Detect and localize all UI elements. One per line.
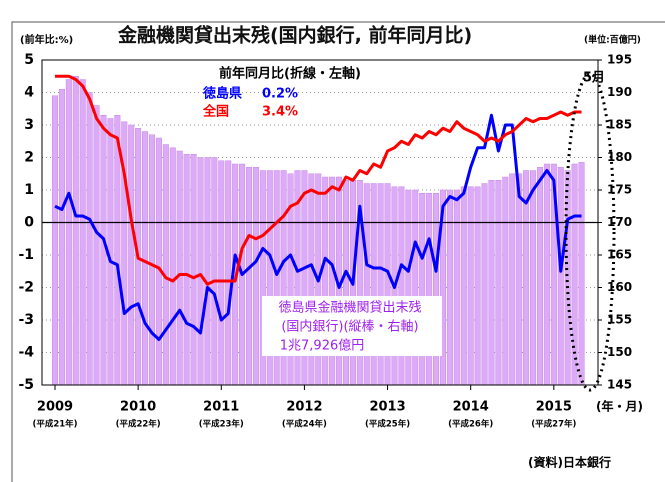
x-axis-unit: (年・月) — [596, 399, 643, 414]
legend-value: 0.2% — [262, 87, 298, 102]
x-tick-sublabel: (平成26年) — [448, 419, 493, 430]
bar — [557, 167, 564, 386]
y-tick-label: -5 — [18, 377, 34, 393]
y-tick-label: 1 — [24, 182, 34, 198]
bar — [86, 92, 93, 386]
y2-axis-label: (単位:百億円) — [584, 34, 641, 46]
frame — [11, 21, 665, 482]
source: (資料)日本銀行 — [528, 455, 611, 470]
bar — [578, 162, 585, 386]
y2-tick-label: 150 — [607, 345, 632, 359]
bar — [79, 79, 86, 386]
y2-tick-label: 170 — [607, 215, 632, 229]
bar — [65, 79, 72, 386]
legend-title: 前年同月比(折線・左軸) — [219, 66, 361, 82]
bar — [128, 124, 135, 386]
y2-tick-label: 175 — [607, 183, 632, 197]
bar-annotation: (国内銀行)(縦棒・右軸) — [281, 319, 418, 335]
y2-tick-label: 185 — [607, 118, 632, 132]
x-tick-label: 2014 — [453, 400, 489, 415]
y-axis-label: (前年比:%) — [20, 33, 73, 46]
chart-title: 金融機関貸出末残(国内銀行, 前年同月比) — [117, 24, 472, 47]
x-tick-sublabel: (平成22年) — [116, 419, 161, 430]
y2-tick-label: 145 — [607, 378, 632, 392]
bar — [245, 167, 253, 386]
bar — [218, 160, 225, 386]
annotation: 5月 — [583, 71, 605, 86]
bar — [495, 180, 502, 386]
x-tick-sublabel: (平成23年) — [199, 419, 244, 430]
x-tick-label: 2010 — [120, 400, 156, 415]
y-tick-label: -3 — [18, 312, 34, 328]
bar — [142, 131, 149, 386]
bar — [197, 157, 204, 386]
bar-annotation: 徳島県金融機関貸出末残 — [278, 300, 421, 316]
bar — [460, 186, 467, 386]
bar — [502, 176, 509, 386]
plot-border — [41, 59, 599, 386]
bar — [225, 160, 232, 386]
bar — [536, 167, 543, 386]
bar — [481, 183, 488, 386]
line — [54, 113, 582, 341]
y2-tick-label: 195 — [607, 53, 632, 67]
annotation-box — [262, 296, 442, 356]
bar — [488, 180, 495, 386]
bar — [474, 186, 481, 386]
plot: -5 -4 -3 -2 -1 0 1 2 3 4 5 195 190 185 180 175 170 165 160… — [18, 52, 632, 430]
y-tick-label: 5 — [24, 52, 34, 68]
y-tick-label: 4 — [24, 85, 34, 101]
bar — [148, 134, 156, 386]
y2-tick-label: 190 — [607, 85, 632, 99]
x-tick-label: 2012 — [286, 400, 322, 415]
bar — [509, 173, 516, 386]
y-tick-label: -4 — [18, 345, 34, 361]
bar — [453, 189, 460, 386]
x-tick-label: 2015 — [536, 400, 572, 415]
line — [55, 74, 582, 286]
legend-label: 全国 — [202, 104, 229, 120]
bar — [93, 105, 100, 386]
y-tick-label: 0 — [24, 215, 34, 231]
highlight-ellipse — [564, 72, 616, 392]
bar — [162, 144, 169, 386]
bar — [516, 173, 523, 386]
bar — [155, 137, 162, 386]
x-tick-sublabel: (平成25年) — [365, 419, 410, 430]
bar — [252, 167, 259, 386]
y2-tick-label: 165 — [607, 248, 632, 262]
x-tick-label: 2013 — [369, 400, 405, 415]
x-tick-sublabel: (平成21年) — [32, 419, 77, 430]
bar — [211, 157, 218, 386]
bar — [51, 95, 59, 386]
y2-tick-label: 160 — [607, 280, 632, 294]
bar — [183, 154, 190, 386]
y-tick-label: -1 — [18, 247, 34, 263]
x-tick-sublabel: (平成24年) — [282, 419, 327, 430]
y-tick-label: -2 — [18, 280, 34, 296]
bar — [190, 154, 197, 386]
bar — [72, 76, 79, 386]
bar — [169, 147, 176, 386]
legend-value: 3.4% — [262, 105, 298, 120]
x-tick-label: 2009 — [37, 400, 73, 415]
y-tick-label: 3 — [24, 117, 34, 133]
x-tick-label: 2011 — [203, 400, 239, 415]
y-tick-label: 2 — [24, 150, 34, 166]
x-tick-sublabel: (平成27年) — [531, 419, 576, 430]
bar-annotation: 1兆7,926億円 — [280, 338, 365, 354]
bar — [176, 150, 183, 386]
y2-tick-label: 180 — [607, 150, 632, 164]
bar — [58, 89, 65, 386]
bar — [204, 157, 211, 386]
bar — [530, 170, 537, 386]
bar — [543, 163, 550, 386]
bar — [446, 189, 453, 386]
y2-tick-label: 155 — [607, 313, 632, 327]
legend-label: 徳島県 — [202, 86, 242, 102]
bar — [467, 186, 474, 386]
